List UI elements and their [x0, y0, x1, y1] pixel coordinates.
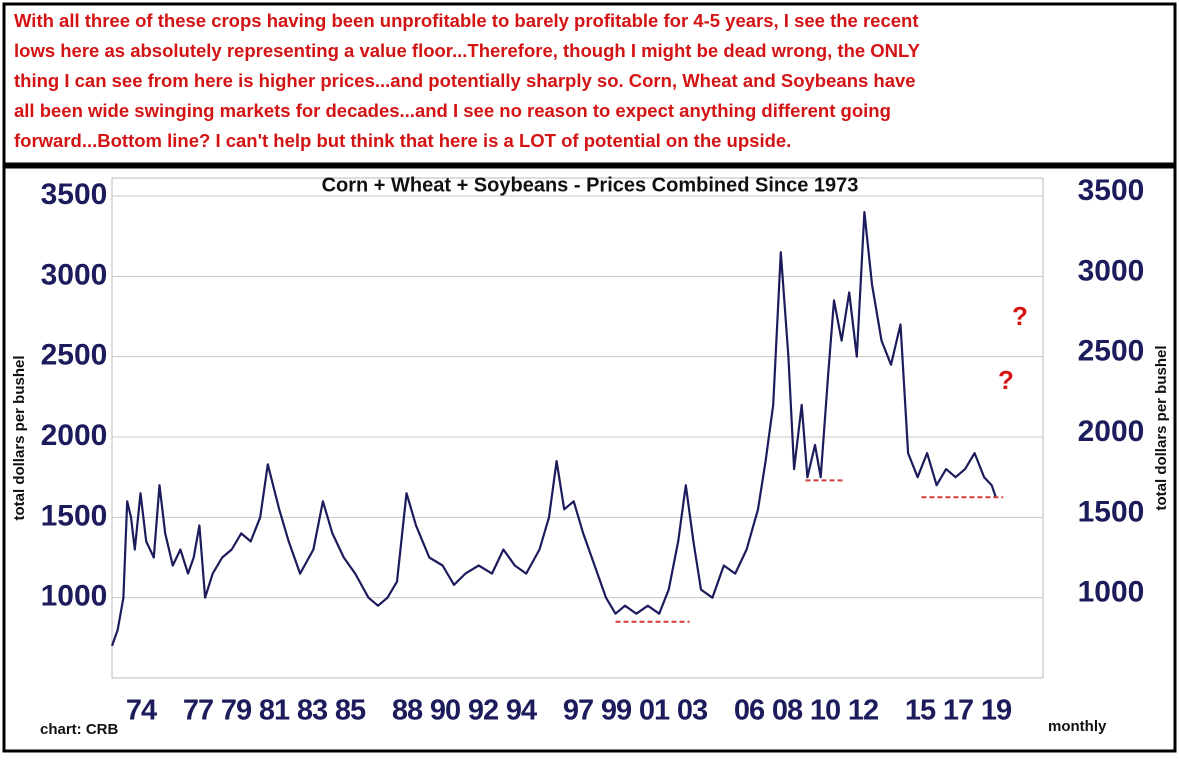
note-line: all been wide swinging markets for decad…: [14, 100, 891, 121]
x-tick-label: 94: [506, 695, 537, 727]
y2-tick-label: 1000: [1078, 576, 1145, 609]
x-tick-label: 08: [772, 695, 803, 727]
y2-tick-label: 2500: [1078, 335, 1145, 368]
x-tick-label: 01: [639, 695, 670, 727]
x-tick-label: 10: [810, 695, 840, 727]
x-tick-label: 19: [981, 695, 1012, 727]
note-line: forward...Bottom line? I can't help but …: [14, 130, 791, 151]
x-tick-label: 81: [259, 695, 290, 727]
x-tick-label: 88: [392, 695, 423, 727]
x-tick-label: 83: [297, 695, 328, 727]
plot-area: [111, 177, 1044, 679]
y-axis-label: total dollars per bushel: [11, 355, 28, 520]
x-tick-label: 03: [677, 695, 708, 727]
x-tick-label: 79: [221, 695, 252, 727]
x-tick-label: 97: [563, 695, 593, 727]
y-tick-label: 1500: [41, 499, 108, 532]
y2-axis-label: total dollars per bushel: [1153, 345, 1170, 510]
y-tick-label: 3000: [41, 258, 108, 291]
y-tick-label: 3500: [41, 178, 108, 211]
note-box: [2, 2, 1177, 166]
note-line: thing I can see from here is higher pric…: [14, 70, 916, 91]
y-tick-label: 2500: [41, 339, 108, 372]
frequency: monthly: [1048, 718, 1107, 735]
x-tick-label: 77: [183, 695, 213, 727]
x-tick-label: 92: [468, 695, 498, 727]
x-tick-label: 12: [848, 695, 878, 727]
y2-tick-label: 3500: [1078, 174, 1145, 207]
y2-tick-label: 1500: [1078, 495, 1145, 528]
chart-title: Corn + Wheat + Soybeans - Prices Combine…: [322, 174, 859, 196]
x-tick-label: 90: [430, 695, 460, 727]
x-tick-label: 17: [943, 695, 973, 727]
annotation: ?: [1012, 301, 1028, 331]
y2-tick-label: 3000: [1078, 254, 1145, 287]
note-line: lows here as absolutely representing a v…: [14, 40, 921, 61]
x-tick-label: 85: [335, 695, 366, 727]
annotation: ?: [998, 365, 1014, 395]
y-tick-label: 1000: [41, 580, 108, 613]
note-line: With all three of these crops having bee…: [14, 10, 919, 31]
y2-tick-label: 2000: [1078, 415, 1145, 448]
source: chart: CRB: [40, 721, 119, 738]
x-tick-label: 15: [905, 695, 936, 727]
y-tick-label: 2000: [41, 419, 108, 452]
x-tick-label: 74: [126, 695, 157, 727]
x-tick-label: 06: [734, 695, 765, 727]
x-tick-label: 99: [601, 695, 632, 727]
price-line: [110, 211, 997, 647]
